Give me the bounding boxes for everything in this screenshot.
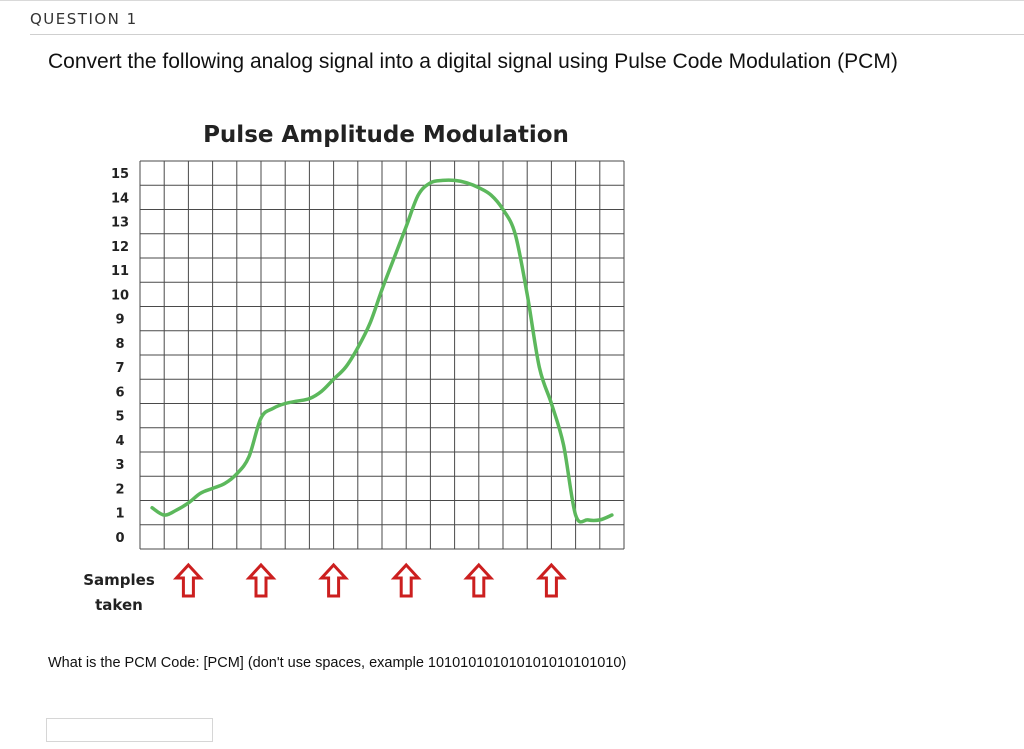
question-prompt: Convert the following analog signal into… [48,50,898,73]
pcm-code-prompt: What is the PCM Code: [PCM] (don't use s… [48,655,627,671]
y-tick-label: 4 [115,434,124,449]
signal-line [150,178,614,524]
y-tick-label: 9 [115,313,124,328]
y-tick-label: 13 [111,216,129,231]
samples-label-line2: taken [95,596,143,614]
samples-label-line1: Samples [83,571,155,589]
y-tick-label: 3 [115,458,124,473]
chart-title: Pulse Amplitude Modulation [203,122,569,148]
sample-arrow-icon [245,562,277,598]
question-header: QUESTION 1 [30,10,138,28]
sample-arrow-icon [318,562,350,598]
chart-grid [139,160,625,550]
y-tick-label: 15 [111,167,129,182]
sample-arrows [172,562,567,598]
y-tick-label: 14 [111,191,129,206]
sample-arrow-icon [463,562,495,598]
sample-arrow-icon [172,562,204,598]
header-divider [30,34,1024,35]
y-tick-label: 0 [115,531,124,546]
top-rule [0,0,1024,1]
y-tick-label: 8 [115,337,124,352]
y-tick-label: 5 [115,410,124,425]
y-tick-label: 6 [115,385,124,400]
sample-arrow-icon [535,562,567,598]
y-tick-label: 10 [111,288,129,303]
signal-curve [150,178,614,524]
sample-arrow-icon [390,562,422,598]
y-tick-label: 12 [111,240,129,255]
y-tick-label: 7 [115,361,124,376]
y-tick-label: 2 [115,482,124,497]
y-tick-label: 11 [111,264,129,279]
y-tick-label: 1 [115,507,124,522]
pcm-answer-input[interactable] [46,718,213,742]
